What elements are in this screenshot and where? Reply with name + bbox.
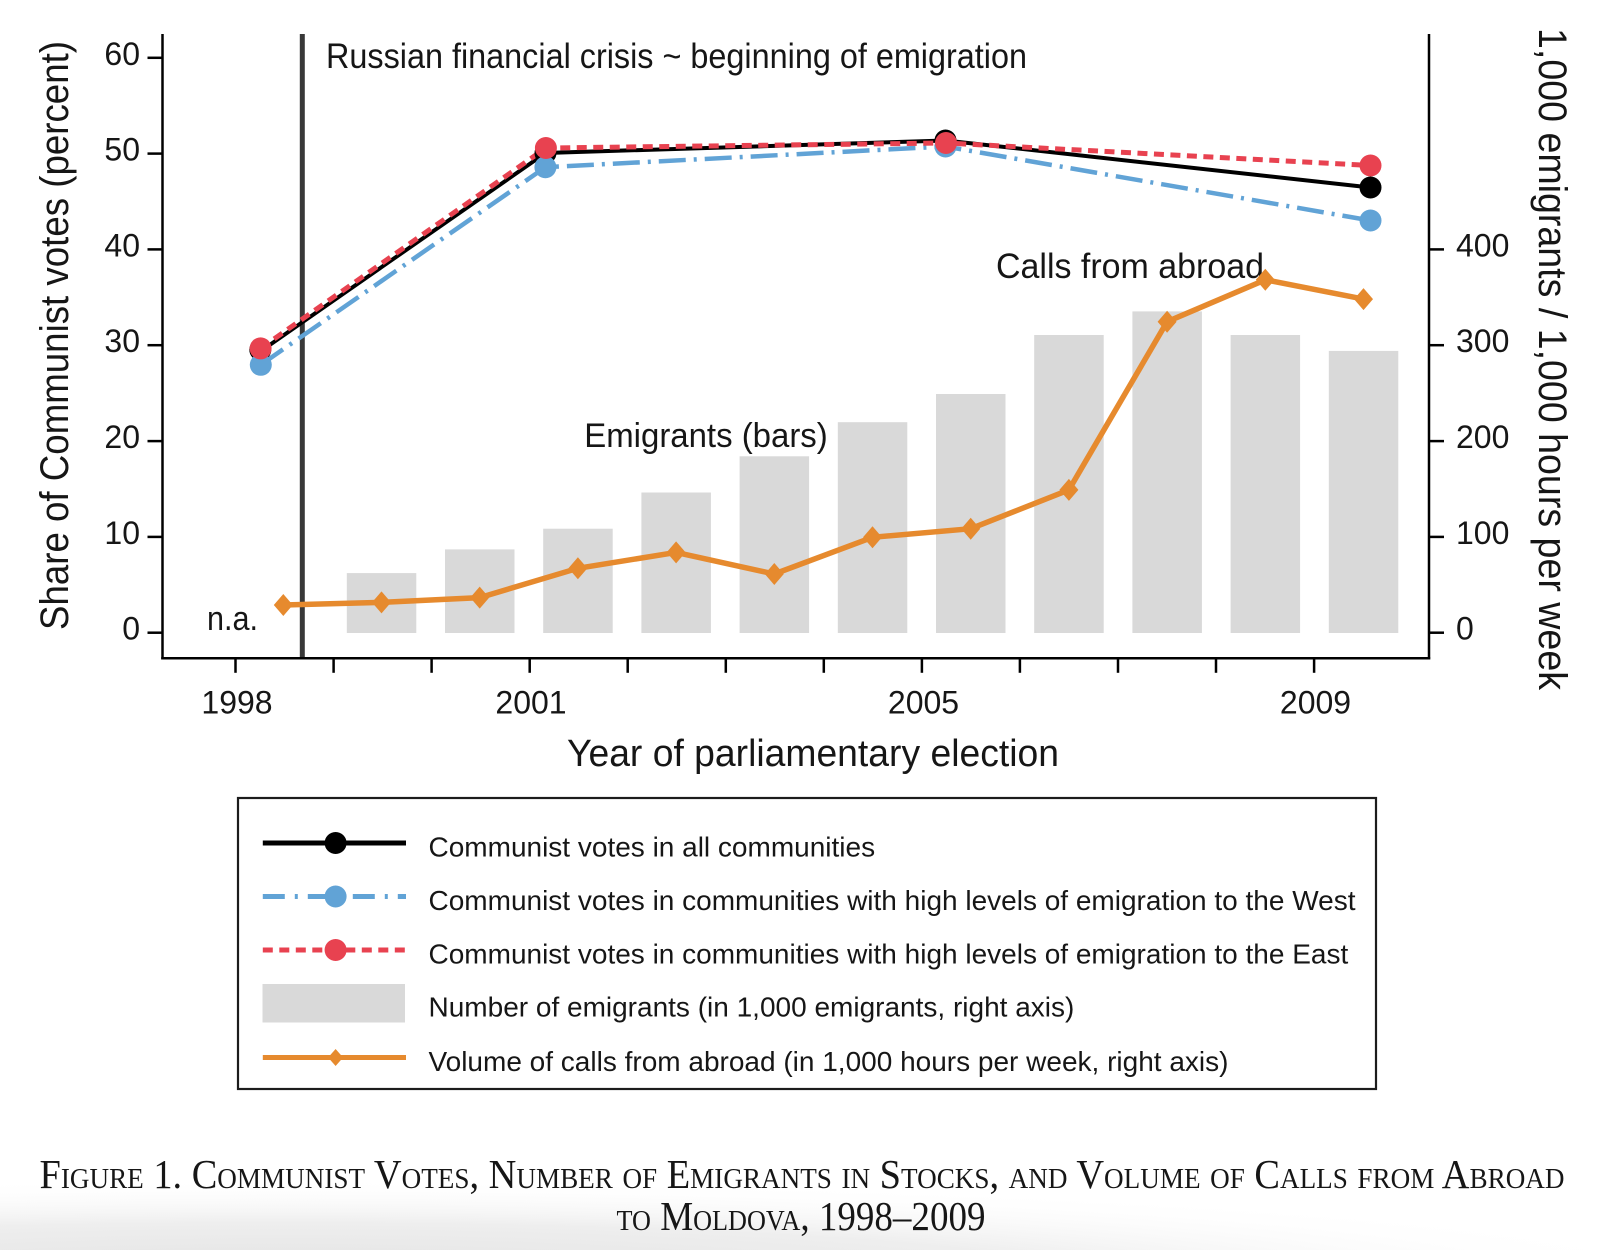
svg-text:Communist votes in all communi: Communist votes in all communities	[429, 832, 876, 863]
svg-text:40: 40	[104, 227, 140, 263]
svg-text:Number of emigrants (in 1,000: Number of emigrants (in 1,000 emigrants,…	[429, 992, 1075, 1023]
svg-text:30: 30	[104, 323, 140, 359]
svg-text:Volume of calls from abroad (i: Volume of calls from abroad (in 1,000 ho…	[429, 1046, 1229, 1077]
svg-text:Calls from abroad: Calls from abroad	[996, 247, 1264, 286]
svg-text:50: 50	[104, 132, 140, 168]
svg-text:Communist votes in communities: Communist votes in communities with high…	[429, 939, 1349, 970]
svg-text:0: 0	[1456, 611, 1474, 647]
svg-text:2009: 2009	[1280, 685, 1351, 721]
svg-text:2001: 2001	[495, 685, 566, 721]
svg-text:400: 400	[1456, 227, 1509, 263]
svg-text:20: 20	[104, 419, 140, 455]
svg-text:Communist votes in communities: Communist votes in communities with high…	[429, 885, 1356, 916]
svg-text:Emigrants (bars): Emigrants (bars)	[584, 417, 828, 455]
svg-text:Share of Communist votes (perc: Share of Communist votes (percent)	[33, 41, 77, 630]
svg-text:1998: 1998	[201, 685, 272, 721]
svg-text:200: 200	[1456, 419, 1509, 455]
svg-text:100: 100	[1456, 515, 1509, 551]
svg-text:2005: 2005	[888, 685, 959, 721]
svg-text:300: 300	[1456, 323, 1509, 359]
svg-text:0: 0	[122, 611, 140, 647]
svg-text:10: 10	[104, 515, 140, 551]
svg-text:Russian financial crisis ~ beg: Russian financial crisis ~ beginning of …	[326, 37, 1027, 76]
svg-text:Figure 1. Communist Votes, Num: Figure 1. Communist Votes, Number of Emi…	[40, 1151, 1565, 1197]
svg-text:Year of parliamentary election: Year of parliamentary election	[567, 733, 1059, 775]
svg-text:to Moldova, 1998–2009: to Moldova, 1998–2009	[617, 1193, 986, 1239]
svg-text:n.a.: n.a.	[207, 600, 258, 638]
svg-text:60: 60	[104, 36, 140, 72]
svg-text:1,000 emigrants / 1,000 hours: 1,000 emigrants / 1,000 hours per week	[1530, 28, 1574, 691]
